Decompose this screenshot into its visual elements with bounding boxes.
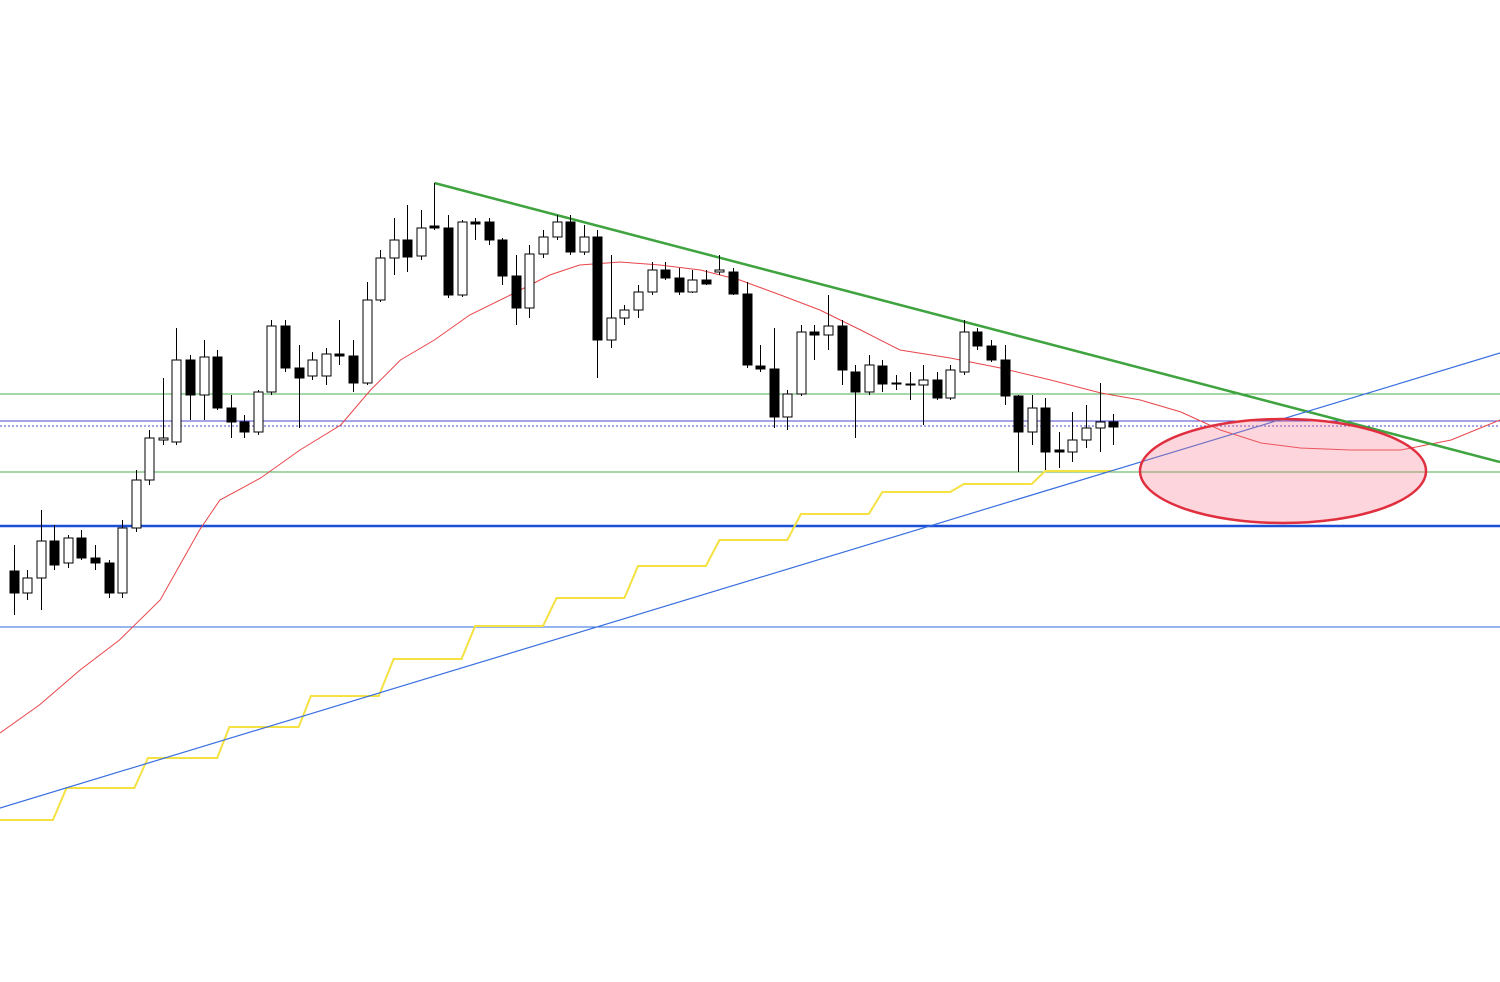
candle-body xyxy=(579,236,590,253)
candle-body xyxy=(918,379,929,386)
candle-body xyxy=(728,271,739,295)
candle-body xyxy=(90,557,101,564)
candle-body xyxy=(497,239,508,277)
candle-body xyxy=(701,279,712,285)
candle-body xyxy=(294,367,305,379)
candle-body xyxy=(524,253,535,309)
candle-body xyxy=(606,317,617,341)
candle-body xyxy=(389,239,400,259)
candle-body xyxy=(837,325,848,371)
candle-body xyxy=(470,221,481,225)
candle-body xyxy=(226,407,237,423)
step-line xyxy=(0,470,1114,821)
candle-body xyxy=(864,364,875,393)
candle-body xyxy=(755,365,766,370)
candle-body xyxy=(986,345,997,361)
candle-body xyxy=(484,221,495,241)
candle-body xyxy=(1081,427,1092,441)
candle-body xyxy=(687,279,698,293)
candle-body xyxy=(932,379,943,399)
candle-body xyxy=(633,291,644,311)
candle-body xyxy=(769,368,780,418)
candle-body xyxy=(171,359,182,443)
candle-body xyxy=(402,239,413,258)
candle-body xyxy=(511,275,522,309)
candle-body xyxy=(239,421,250,433)
candle-body xyxy=(674,277,685,293)
candle-body xyxy=(891,382,902,385)
candle-body xyxy=(782,393,793,418)
candle-body xyxy=(823,325,834,336)
candle-body xyxy=(158,437,169,441)
lines xyxy=(0,181,1500,821)
candle-body xyxy=(280,325,291,369)
candle-body xyxy=(9,570,20,594)
candle-body xyxy=(1027,407,1038,433)
trendline xyxy=(434,181,1500,464)
candle-body xyxy=(131,479,142,529)
candle-body xyxy=(443,227,454,296)
candle-body xyxy=(1054,449,1065,453)
candle-body xyxy=(253,391,264,433)
candle-body xyxy=(809,331,820,336)
candle-body xyxy=(619,309,630,319)
candle-body xyxy=(538,236,549,255)
candle-body xyxy=(457,221,468,296)
candle-body xyxy=(362,299,373,384)
candle-body xyxy=(742,293,753,366)
candle-body xyxy=(104,562,115,594)
candle-body xyxy=(22,577,33,594)
candle-body xyxy=(117,527,128,594)
candle-body xyxy=(972,331,983,347)
candle-body xyxy=(375,257,386,301)
candles xyxy=(9,183,1119,615)
candle-body xyxy=(49,540,60,566)
candle-body xyxy=(796,331,807,395)
candle-body xyxy=(416,227,427,257)
candle-body xyxy=(307,359,318,377)
candle-body xyxy=(36,540,47,579)
candle-body xyxy=(63,537,74,564)
candle-body xyxy=(212,356,223,409)
candle-body xyxy=(1013,395,1024,433)
candle-body xyxy=(1067,439,1078,453)
candle-body xyxy=(429,225,440,229)
candle-body xyxy=(1040,407,1051,453)
moving-average xyxy=(0,261,1500,734)
candle-body xyxy=(76,537,87,559)
candle-body xyxy=(1000,359,1011,397)
candle-body xyxy=(185,359,196,396)
highlight-zone xyxy=(1138,417,1428,525)
candle-body xyxy=(321,353,332,377)
candle-body xyxy=(144,437,155,481)
trendline xyxy=(0,352,1500,809)
candle-body xyxy=(850,371,861,393)
levels xyxy=(0,393,1500,628)
candle-body xyxy=(266,325,277,393)
candle-body xyxy=(552,221,563,238)
candle-body xyxy=(959,331,970,373)
candle-body xyxy=(199,356,210,396)
candle-body xyxy=(660,269,671,279)
candle-body xyxy=(592,236,603,341)
candle-body xyxy=(647,269,658,293)
candle-body xyxy=(565,221,576,253)
candle-body xyxy=(1108,421,1119,428)
candle-body xyxy=(905,383,916,386)
candle-body xyxy=(1095,421,1106,429)
candle-body xyxy=(348,355,359,384)
candle-body xyxy=(945,369,956,399)
candle-body xyxy=(877,365,888,385)
candle-body xyxy=(714,269,725,273)
candle-body xyxy=(334,353,345,357)
